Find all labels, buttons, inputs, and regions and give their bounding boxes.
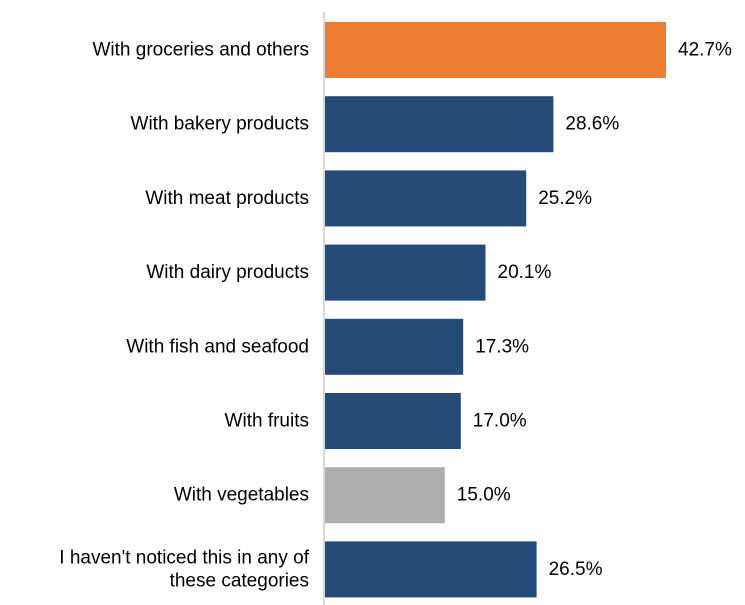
bar-5 bbox=[325, 393, 461, 449]
bar-4 bbox=[325, 318, 464, 375]
category-label-4: With fish and seafood bbox=[126, 336, 309, 357]
category-label-line: these categories bbox=[170, 570, 309, 591]
category-label-5: With fruits bbox=[225, 411, 309, 432]
category-labels-group: With groceries and others With bakery pro… bbox=[59, 40, 309, 592]
bar-0 bbox=[325, 22, 666, 78]
value-label-5: 17.0% bbox=[473, 411, 527, 432]
category-label-line: With fish and seafood bbox=[126, 336, 309, 357]
category-label-0: With groceries and others bbox=[93, 40, 310, 61]
category-label-line: With dairy products bbox=[146, 262, 309, 283]
category-label-line: With bakery products bbox=[131, 114, 309, 135]
value-label-0: 42.7% bbox=[678, 40, 732, 61]
value-label-4: 17.3% bbox=[475, 336, 529, 357]
bars-group bbox=[325, 22, 666, 598]
category-label-3: With dairy products bbox=[146, 262, 309, 283]
value-label-1: 28.6% bbox=[565, 114, 619, 135]
category-label-7: I haven't noticed this in any of these ca… bbox=[59, 547, 309, 591]
category-label-line: With vegetables bbox=[174, 485, 309, 506]
category-label-line: With groceries and others bbox=[93, 40, 310, 61]
bar-3 bbox=[325, 244, 486, 301]
category-label-6: With vegetables bbox=[174, 485, 309, 506]
category-label-line: With fruits bbox=[225, 411, 309, 432]
category-label-1: With bakery products bbox=[131, 114, 309, 135]
category-label-line: With meat products bbox=[145, 188, 309, 209]
bar-7 bbox=[325, 541, 537, 598]
category-label-line: I haven't noticed this in any of bbox=[59, 547, 309, 568]
bar-2 bbox=[325, 170, 527, 227]
value-label-7: 26.5% bbox=[549, 559, 603, 580]
category-label-2: With meat products bbox=[145, 188, 309, 209]
value-label-6: 15.0% bbox=[457, 485, 511, 506]
bar-6 bbox=[325, 467, 445, 524]
value-label-3: 20.1% bbox=[498, 262, 552, 283]
value-label-2: 25.2% bbox=[538, 188, 592, 209]
value-labels-group: 42.7% 28.6% 25.2% 20.1% 17.3% 17.0% 15.0% 26.5% bbox=[457, 40, 732, 580]
bar-1 bbox=[325, 96, 554, 153]
